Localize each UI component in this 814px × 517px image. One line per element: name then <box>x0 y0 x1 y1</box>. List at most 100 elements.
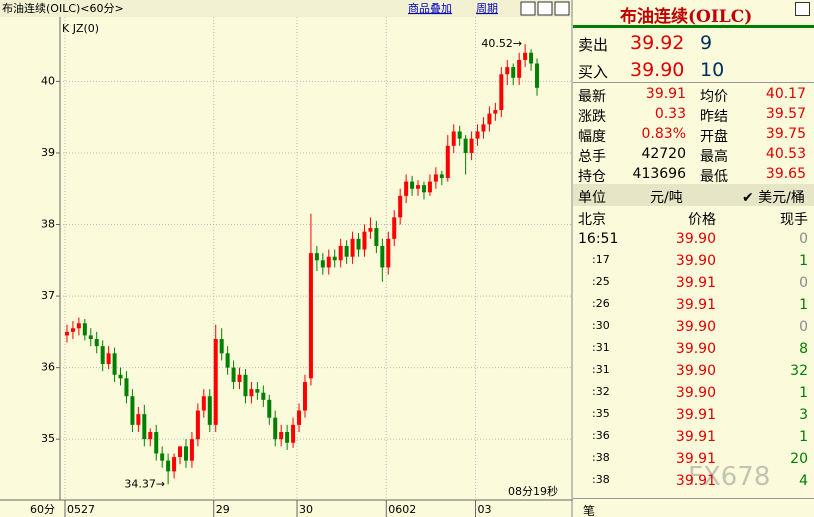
left-button[interactable] <box>520 1 536 16</box>
book-qty: 10 <box>700 59 725 81</box>
candle-body <box>374 228 379 246</box>
stat-label: 开盘 <box>700 129 728 145</box>
units-option[interactable]: 元/吨 <box>650 190 683 206</box>
zoom-button[interactable] <box>554 1 570 16</box>
tick-price: 39.91 <box>675 473 716 489</box>
candle-body <box>433 174 438 182</box>
candle-body <box>249 389 254 397</box>
candle-body <box>529 52 534 64</box>
tick-time: :35 <box>592 407 610 420</box>
tick-qty: 0 <box>799 275 808 291</box>
candle-body <box>219 339 224 354</box>
candle-body <box>154 432 159 454</box>
stat-label: 总手 <box>578 149 606 165</box>
units-label: 单位 <box>578 190 606 206</box>
tick-qty: 20 <box>790 451 808 467</box>
units-option[interactable]: ✔ 美元/桶 <box>742 190 805 206</box>
candle-body <box>160 453 165 461</box>
tick-price: 39.91 <box>675 429 716 445</box>
candle-body <box>76 323 81 329</box>
candle-body <box>231 367 236 382</box>
tick-qty: 8 <box>799 341 808 357</box>
candle-body <box>64 331 69 336</box>
candle-body <box>267 399 272 418</box>
tick-price: 39.90 <box>675 319 716 335</box>
ticks-header: 现手 <box>780 212 808 228</box>
candle-body <box>475 131 480 139</box>
candle-body <box>279 432 284 440</box>
stat-value: 39.75 <box>765 126 806 142</box>
x-tick-label: 29 <box>216 503 230 516</box>
candle-body <box>356 238 361 250</box>
chart-title: 布油连续(OILC)<60分> <box>2 1 124 15</box>
stat-label: 均价 <box>700 89 728 105</box>
candle-body <box>88 335 93 339</box>
stat-label: 幅度 <box>578 129 606 145</box>
candle-body <box>326 256 331 268</box>
y-tick-label: 39 <box>41 146 55 159</box>
tab[interactable]: 笔 <box>583 504 596 517</box>
candle-body <box>481 124 486 132</box>
x-tick-label: 0527 <box>67 503 95 516</box>
x-tick-label: 30 <box>299 503 313 516</box>
candle-body <box>255 389 260 393</box>
candle-body <box>511 67 516 78</box>
candle-body <box>427 181 432 193</box>
stat-label: 昨结 <box>700 109 728 125</box>
candle-body <box>332 256 337 261</box>
candle-body <box>285 432 290 443</box>
candle-body <box>398 195 403 218</box>
y-tick-label: 35 <box>41 432 55 445</box>
candle-body <box>178 446 183 458</box>
tick-price: 39.90 <box>675 385 716 401</box>
tick-qty: 1 <box>799 253 808 269</box>
tick-time: 16:51 <box>578 231 619 247</box>
stat-value: 39.65 <box>765 166 806 182</box>
overlay-link[interactable]: 商品叠加 <box>408 1 452 15</box>
candle-body <box>142 414 147 440</box>
tick-time: :38 <box>592 451 610 464</box>
candle-body <box>261 392 266 400</box>
candle-body <box>421 185 426 193</box>
candle-body <box>124 378 129 397</box>
tick-price: 39.91 <box>675 451 716 467</box>
candle-body <box>308 253 313 379</box>
stat-value: 40.17 <box>765 86 806 102</box>
stat-label: 持仓 <box>578 169 606 185</box>
candle-body <box>314 253 319 261</box>
separator <box>573 498 814 499</box>
candle-body <box>106 353 111 365</box>
right-button[interactable] <box>537 1 553 16</box>
ticks-header: 价格 <box>688 212 716 228</box>
restore-button[interactable] <box>795 2 810 16</box>
candle-body <box>243 374 248 397</box>
candle-body <box>410 181 415 189</box>
candle-body <box>439 174 444 178</box>
stat-value: 0.33 <box>654 106 686 122</box>
x-tick-label: 0602 <box>388 503 416 516</box>
panel-title: 布油连续(OILC) <box>620 7 753 27</box>
tick-price: 39.91 <box>675 407 716 423</box>
stat-label: 最新 <box>578 89 606 105</box>
y-tick-label: 40 <box>41 74 55 87</box>
candle-body <box>523 52 528 60</box>
countdown: 08分19秒 <box>508 484 558 498</box>
tick-qty: 0 <box>799 231 808 247</box>
y-tick-label: 38 <box>41 218 55 231</box>
candle-body <box>392 217 397 239</box>
candle-body <box>291 424 296 443</box>
candle-body <box>535 63 540 88</box>
candle-body <box>237 374 242 382</box>
candle-body <box>130 396 135 425</box>
tick-qty: 0 <box>799 319 808 335</box>
period-link[interactable]: 周期 <box>476 2 498 15</box>
stat-label: 最高 <box>700 149 728 165</box>
candle-body <box>386 238 391 268</box>
tick-time: :31 <box>592 341 610 354</box>
tick-qty: 32 <box>790 363 808 379</box>
chart: 布油连续(OILC)<60分> 商品叠加 周期 K JZ(0) 60分 08分1… <box>0 0 573 517</box>
stat-value: 0.83% <box>641 126 686 142</box>
candle-body <box>273 417 278 440</box>
separator <box>573 82 814 83</box>
ticks-header: 北京 <box>578 212 606 228</box>
